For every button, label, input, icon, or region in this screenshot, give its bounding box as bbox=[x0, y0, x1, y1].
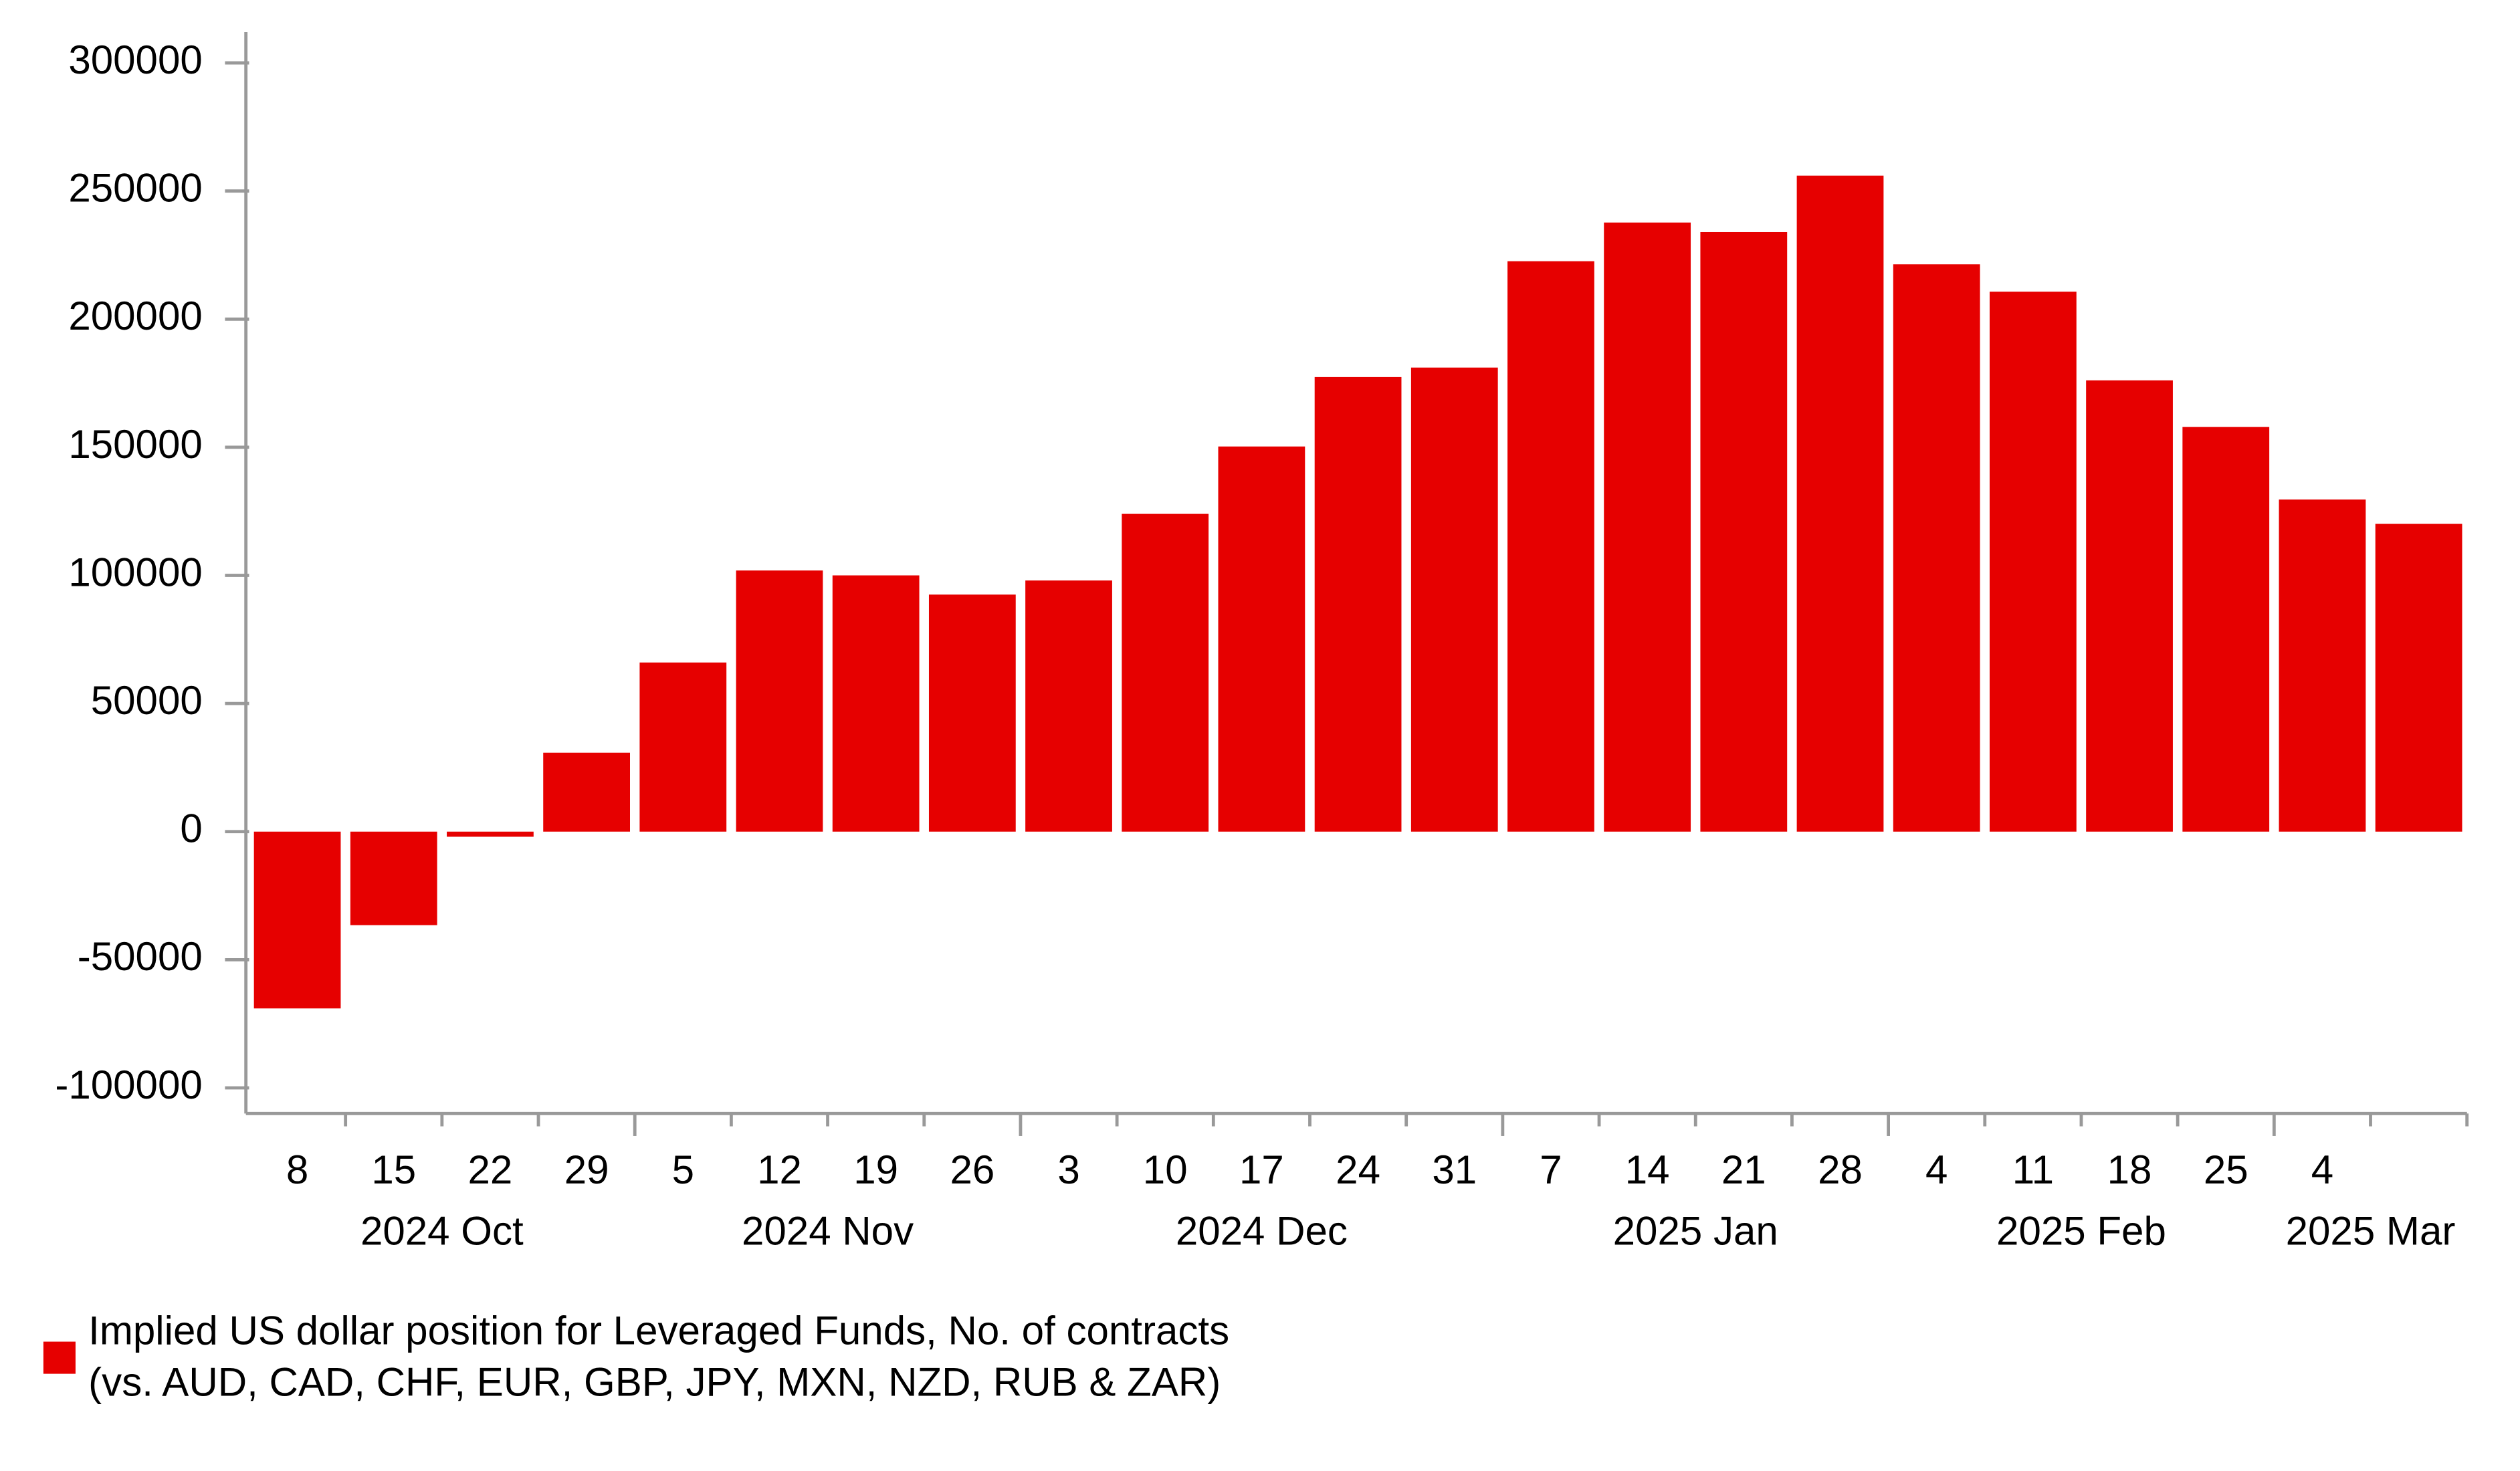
x-tick-label: 19 bbox=[853, 1147, 898, 1192]
y-tick-label: 250000 bbox=[68, 166, 202, 211]
bar bbox=[736, 570, 823, 832]
x-tick-label: 21 bbox=[1721, 1147, 1766, 1192]
y-tick-label: 50000 bbox=[91, 678, 203, 723]
x-tick-label: 11 bbox=[2012, 1147, 2054, 1192]
x-tick-label: 24 bbox=[1336, 1147, 1380, 1192]
bar bbox=[1989, 292, 2077, 832]
bar bbox=[1025, 580, 1112, 832]
bar bbox=[2182, 427, 2270, 832]
x-tick-label: 17 bbox=[1239, 1147, 1284, 1192]
y-tick-label: 0 bbox=[180, 806, 202, 851]
bar bbox=[928, 594, 1016, 832]
x-tick-label: 29 bbox=[564, 1147, 609, 1192]
bar bbox=[350, 831, 437, 925]
bar bbox=[1893, 264, 1980, 832]
bar bbox=[1122, 514, 1209, 832]
legend-swatch bbox=[43, 1341, 76, 1374]
bar bbox=[2086, 380, 2173, 832]
x-group-label: 2024 Nov bbox=[742, 1208, 914, 1253]
x-tick-label: 26 bbox=[950, 1147, 994, 1192]
x-tick-label: 4 bbox=[1925, 1147, 1948, 1192]
x-tick-label: 31 bbox=[1432, 1147, 1477, 1192]
x-tick-label: 22 bbox=[468, 1147, 513, 1192]
x-tick-label: 5 bbox=[672, 1147, 694, 1192]
bar bbox=[543, 752, 630, 832]
bar bbox=[253, 831, 341, 1009]
x-tick-label: 28 bbox=[1818, 1147, 1863, 1192]
legend-label: Implied US dollar position for Leveraged… bbox=[88, 1308, 1229, 1353]
bar bbox=[1410, 367, 1498, 832]
x-group-label: 2025 Feb bbox=[1996, 1208, 2166, 1253]
x-tick-label: 18 bbox=[2107, 1147, 2152, 1192]
x-tick-label: 3 bbox=[1057, 1147, 1079, 1192]
x-tick-label: 10 bbox=[1143, 1147, 1188, 1192]
x-group-label: 2024 Dec bbox=[1176, 1208, 1348, 1253]
bar bbox=[1796, 175, 1884, 832]
x-tick-label: 8 bbox=[286, 1147, 308, 1192]
x-tick-label: 4 bbox=[2311, 1147, 2333, 1192]
bar bbox=[447, 831, 534, 837]
x-tick-label: 15 bbox=[371, 1147, 416, 1192]
y-tick-label: -50000 bbox=[78, 934, 203, 979]
y-tick-label: 300000 bbox=[68, 37, 202, 82]
x-tick-label: 12 bbox=[757, 1147, 802, 1192]
x-group-label: 2025 Mar bbox=[2286, 1208, 2456, 1253]
bar bbox=[1507, 261, 1594, 832]
bar bbox=[1218, 446, 1305, 832]
x-group-label: 2024 Oct bbox=[360, 1208, 524, 1253]
bar bbox=[1314, 376, 1402, 832]
bar bbox=[639, 662, 727, 832]
bar bbox=[1700, 231, 1788, 832]
bar bbox=[2279, 499, 2366, 832]
bar bbox=[1604, 222, 1691, 832]
bar bbox=[2375, 524, 2462, 832]
y-tick-label: -100000 bbox=[55, 1062, 202, 1107]
bar bbox=[832, 575, 920, 832]
y-tick-label: 150000 bbox=[68, 422, 202, 467]
x-tick-label: 14 bbox=[1625, 1147, 1670, 1192]
legend-sublabel: (vs. AUD, CAD, CHF, EUR, GBP, JPY, MXN, … bbox=[88, 1359, 1221, 1404]
y-tick-label: 100000 bbox=[68, 550, 202, 594]
x-tick-label: 7 bbox=[1540, 1147, 1562, 1192]
x-tick-label: 25 bbox=[2204, 1147, 2248, 1192]
x-group-label: 2025 Jan bbox=[1613, 1208, 1778, 1253]
y-tick-label: 200000 bbox=[68, 294, 202, 338]
